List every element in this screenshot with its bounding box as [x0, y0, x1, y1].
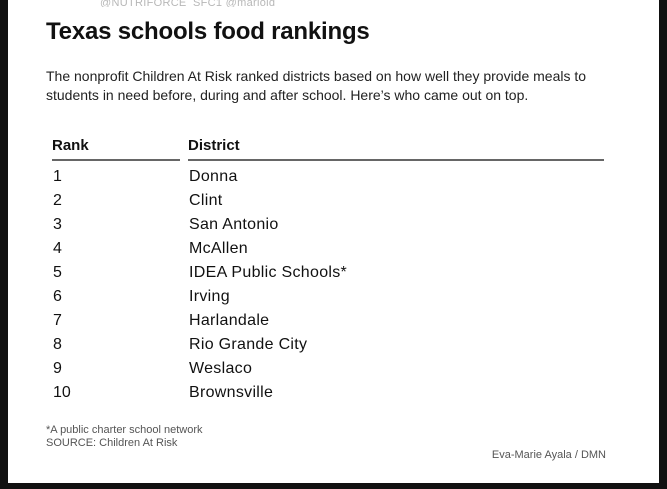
credit-line: Eva-Marie Ayala / DMN: [491, 449, 606, 461]
district-cell: San Antonio: [189, 216, 279, 233]
rank-cell: 6: [53, 288, 62, 305]
table-row: 6 Irving: [52, 285, 604, 309]
table-row: 1 Donna: [52, 165, 604, 189]
table-row: 10 Brownsville: [52, 381, 604, 405]
rank-cell: 9: [53, 360, 62, 377]
rank-cell: 3: [53, 216, 62, 233]
district-cell: McAllen: [189, 240, 249, 257]
intro-paragraph: The nonprofit Children At Risk ranked di…: [46, 68, 587, 103]
district-cell: Donna: [189, 168, 238, 185]
table-row: 9 Weslaco: [52, 357, 604, 381]
table-header: Rank District: [52, 135, 604, 161]
district-cell: Clint: [189, 192, 223, 209]
rank-cell: 1: [53, 168, 62, 185]
footnote-source: SOURCE: Children At Risk: [46, 437, 178, 449]
header-district: District: [188, 135, 604, 161]
graphic-frame: @NUTRIFORCE_SFC1 @marioid Texas schools …: [8, 0, 659, 483]
rankings-table: Rank District 1 Donna 2 Clint 3 San Anto…: [52, 136, 604, 405]
district-cell: Irving: [189, 288, 230, 305]
graphic-title: Texas schools food rankings: [46, 18, 370, 45]
table-body: 1 Donna 2 Clint 3 San Antonio 4 McAllen …: [52, 165, 604, 405]
table-row: 3 San Antonio: [52, 213, 604, 237]
rank-cell: 7: [53, 312, 62, 329]
table-row: 8 Rio Grande City: [52, 333, 604, 357]
district-cell: Harlandale: [189, 312, 270, 329]
district-cell: Rio Grande City: [189, 336, 308, 353]
footnote: *A public charter school network SOURCE:…: [46, 424, 203, 450]
rank-cell: 2: [53, 192, 62, 209]
district-cell: Weslaco: [189, 360, 253, 377]
rank-cell: 4: [53, 240, 62, 257]
rank-cell: 8: [53, 336, 62, 353]
cropped-header-text: @NUTRIFORCE_SFC1 @marioid: [100, 0, 276, 7]
footnote-note: *A public charter school network: [46, 424, 203, 436]
district-cell: IDEA Public Schools*: [189, 264, 348, 281]
table-row: 4 McAllen: [52, 237, 604, 261]
rank-cell: 5: [53, 264, 62, 281]
header-rank: Rank: [52, 135, 180, 161]
district-cell: Brownsville: [189, 384, 274, 401]
table-row: 5 IDEA Public Schools*: [52, 261, 604, 285]
table-row: 7 Harlandale: [52, 309, 604, 333]
rank-cell: 10: [53, 384, 71, 401]
table-row: 2 Clint: [52, 189, 604, 213]
